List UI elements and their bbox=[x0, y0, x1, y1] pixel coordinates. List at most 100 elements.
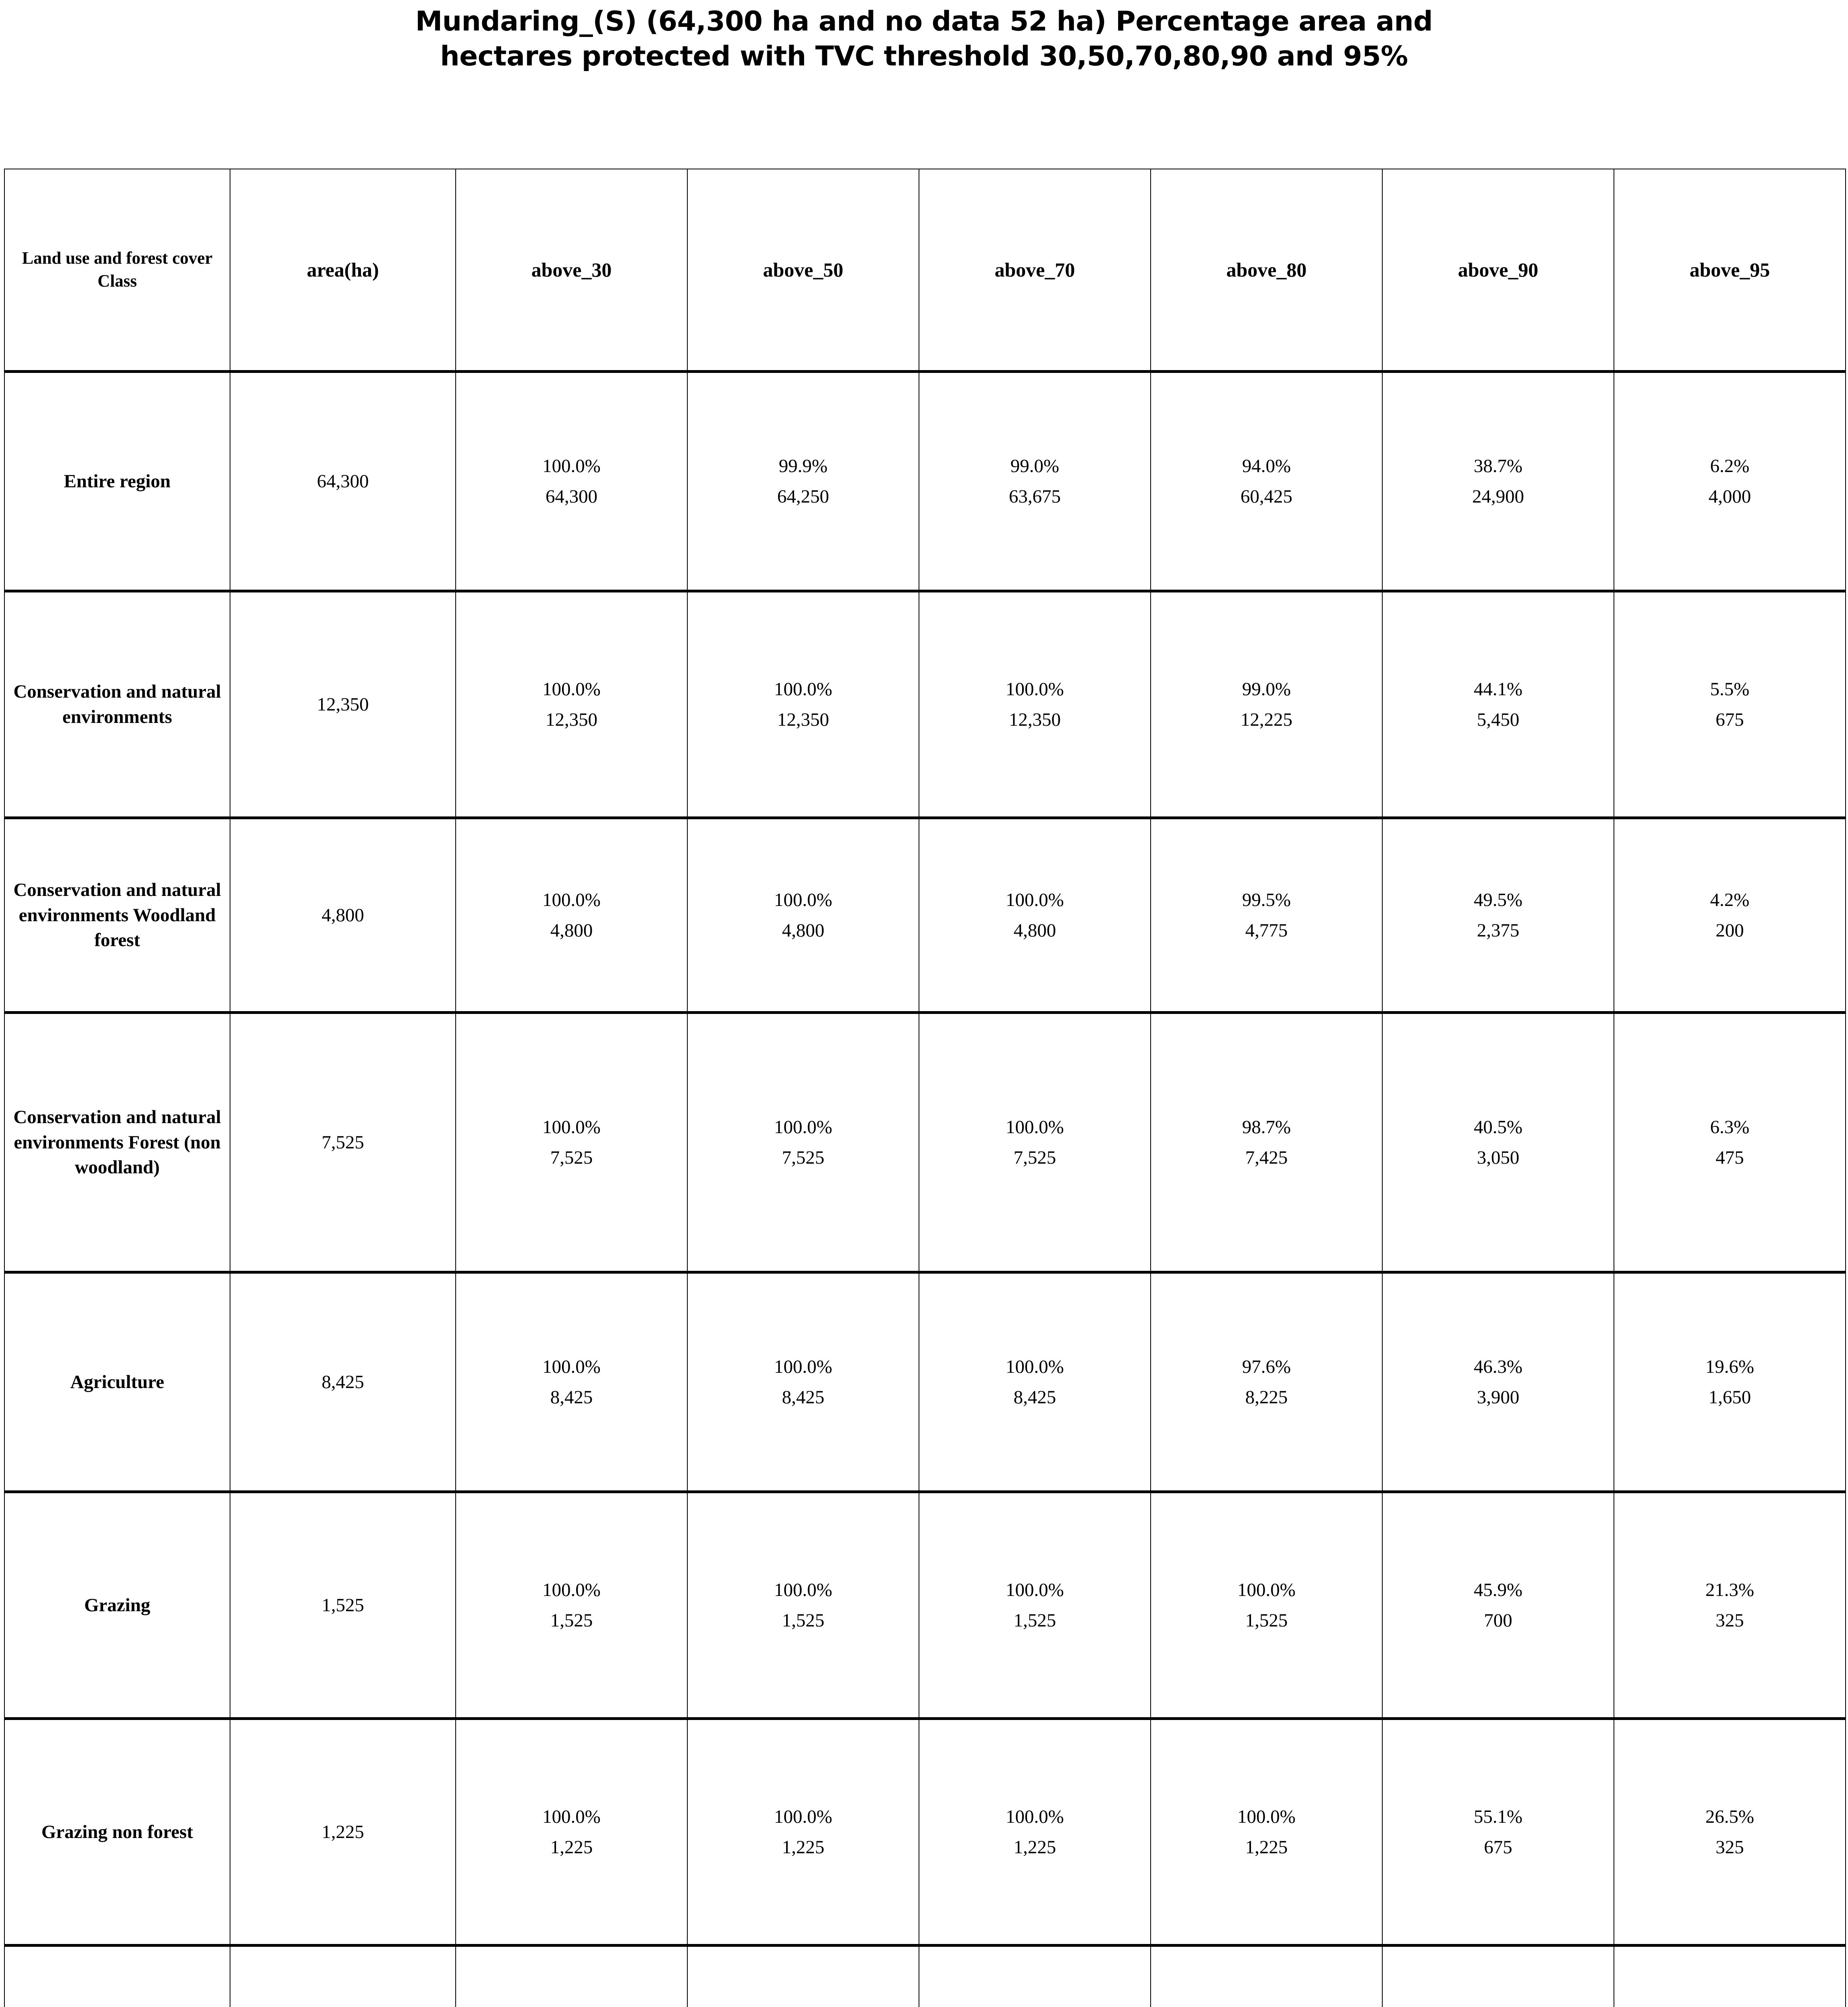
cell-above-95: 5.5% 675 bbox=[1614, 590, 1846, 819]
row-label: Conservation and natural environments bbox=[4, 590, 230, 819]
cell-above-95: 4.2% 200 bbox=[1614, 817, 1846, 1014]
cell-above-80: 94.0% 60,425 bbox=[1150, 371, 1383, 592]
cell-area: 4,800 bbox=[230, 817, 456, 1014]
cell-percent: 99.5% bbox=[1242, 889, 1291, 910]
report-table-container: Land use and forest cover Class area(ha)… bbox=[4, 169, 1846, 2007]
cell-above-90: 49.5% 2,375 bbox=[1382, 817, 1614, 1014]
row-label: Entire region bbox=[4, 371, 230, 592]
cell-hectares: 63,675 bbox=[1009, 486, 1061, 507]
cell-above-50: 100.0% 7,525 bbox=[687, 1012, 919, 1274]
cell-above-90: 45.9% 700 bbox=[1382, 1491, 1614, 1720]
cell-above-95: 6.2% 4,000 bbox=[1614, 371, 1846, 592]
cell-percent: 26.5% bbox=[1705, 1806, 1754, 1827]
table-row: Conservation and natural environments 12… bbox=[4, 590, 1846, 819]
cell-hectares: 4,800 bbox=[550, 920, 593, 941]
cell-percent: 100.0% bbox=[542, 889, 601, 910]
cell-hectares: 5,450 bbox=[1477, 709, 1520, 730]
table-body: Entire region 64,300 100.0% 64,300 99.9%… bbox=[4, 371, 1846, 2007]
cell-percent: 100.0% bbox=[1237, 1579, 1296, 1600]
title-line-1: Mundaring_(S) (64,300 ha and no data 52 … bbox=[415, 6, 1433, 37]
cell-hectares: 12,350 bbox=[545, 709, 598, 730]
cell-percent: 4.2% bbox=[1710, 889, 1750, 910]
column-header-class: Land use and forest cover Class bbox=[4, 169, 230, 373]
cell-percent: 100.0% bbox=[1237, 1806, 1296, 1827]
cell-above-70: 100.0% 1,525 bbox=[919, 1491, 1151, 1720]
cell-percent: 100.0% bbox=[1006, 889, 1064, 910]
cell-percent: 100.0% bbox=[542, 1116, 601, 1138]
cell-percent: 100.0% bbox=[542, 678, 601, 700]
cell-area: 64,300 bbox=[230, 371, 456, 592]
cell-hectares: 8,425 bbox=[1013, 1387, 1056, 1408]
row-label: Grazing non forest bbox=[4, 1718, 230, 1947]
column-header-above-80: above_80 bbox=[1150, 169, 1383, 373]
cell-above-90: 46.4% 3,200 bbox=[1382, 1945, 1614, 2007]
cell-above-30: 100.0% 12,350 bbox=[455, 590, 688, 819]
column-header-above-70-label: above_70 bbox=[994, 259, 1075, 281]
cell-percent: 46.3% bbox=[1473, 1356, 1523, 1377]
cell-above-80: 100.0% 1,525 bbox=[1150, 1491, 1383, 1720]
cell-above-80: 98.7% 7,425 bbox=[1150, 1012, 1383, 1274]
cell-hectares: 7,525 bbox=[782, 1147, 825, 1168]
table-row: Grazing non forest 1,225 100.0% 1,225 10… bbox=[4, 1718, 1846, 1947]
table-row: Conservation and natural environments Wo… bbox=[4, 817, 1846, 1014]
cell-percent: 100.0% bbox=[774, 678, 832, 700]
column-header-area-label: area(ha) bbox=[307, 259, 379, 281]
cell-area: 7,525 bbox=[230, 1012, 456, 1274]
cell-above-30: 100.0% 6,900 bbox=[455, 1945, 688, 2007]
cell-above-70: 99.0% 63,675 bbox=[919, 371, 1151, 592]
cell-area: 8,425 bbox=[230, 1272, 456, 1493]
cell-percent: 6.3% bbox=[1710, 1116, 1750, 1138]
table-row: Cropping 6,900 100.0% 6,900 100.0% 6,900… bbox=[4, 1945, 1846, 2007]
cell-above-90: 55.1% 675 bbox=[1382, 1718, 1614, 1947]
cell-above-70: 100.0% 7,525 bbox=[919, 1012, 1151, 1274]
cell-percent: 100.0% bbox=[774, 1579, 832, 1600]
cell-percent: 100.0% bbox=[1006, 678, 1064, 700]
cell-hectares: 675 bbox=[1484, 1837, 1512, 1858]
cell-hectares: 475 bbox=[1716, 1147, 1744, 1168]
cell-above-80: 99.5% 4,775 bbox=[1150, 817, 1383, 1014]
cell-above-30: 100.0% 64,300 bbox=[455, 371, 688, 592]
cell-above-70: 100.0% 12,350 bbox=[919, 590, 1151, 819]
cell-above-95: 26.5% 325 bbox=[1614, 1718, 1846, 1947]
row-label: Cropping bbox=[4, 1945, 230, 2007]
cell-area: 1,225 bbox=[230, 1718, 456, 1947]
cell-hectares: 3,900 bbox=[1477, 1387, 1520, 1408]
cell-hectares: 1,525 bbox=[1245, 1610, 1288, 1631]
cell-percent: 100.0% bbox=[542, 455, 601, 476]
cell-hectares: 4,800 bbox=[782, 920, 825, 941]
cell-percent: 100.0% bbox=[1006, 1116, 1064, 1138]
cell-above-70: 100.0% 6,900 bbox=[919, 1945, 1151, 2007]
cell-hectares: 3,050 bbox=[1477, 1147, 1520, 1168]
cell-percent: 100.0% bbox=[774, 889, 832, 910]
cell-percent: 100.0% bbox=[1006, 1806, 1064, 1827]
cell-hectares: 2,375 bbox=[1477, 920, 1520, 941]
column-header-above-95-label: above_95 bbox=[1689, 259, 1770, 281]
column-header-above-95: above_95 bbox=[1614, 169, 1846, 373]
cell-hectares: 1,225 bbox=[550, 1837, 593, 1858]
cell-percent: 98.7% bbox=[1242, 1116, 1291, 1138]
table-row: Grazing 1,525 100.0% 1,525 100.0% 1,525 … bbox=[4, 1491, 1846, 1720]
cell-hectares: 7,525 bbox=[550, 1147, 593, 1168]
protection-summary-table: Land use and forest cover Class area(ha)… bbox=[4, 169, 1846, 2007]
cell-above-50: 100.0% 1,225 bbox=[687, 1718, 919, 1947]
cell-hectares: 1,225 bbox=[782, 1837, 825, 1858]
cell-hectares: 700 bbox=[1484, 1610, 1512, 1631]
column-header-above-50: above_50 bbox=[687, 169, 919, 373]
column-header-above-90-label: above_90 bbox=[1458, 259, 1538, 281]
cell-percent: 99.0% bbox=[1242, 678, 1291, 700]
cell-above-95: 19.6% 1,650 bbox=[1614, 1272, 1846, 1493]
row-label: Agriculture bbox=[4, 1272, 230, 1493]
cell-above-80: 97.1% 6,700 bbox=[1150, 1945, 1383, 2007]
cell-hectares: 1,225 bbox=[1245, 1837, 1288, 1858]
cell-hectares: 325 bbox=[1716, 1837, 1744, 1858]
table-header-row: Land use and forest cover Class area(ha)… bbox=[4, 169, 1846, 373]
column-header-above-30: above_30 bbox=[455, 169, 688, 373]
row-label: Conservation and natural environments Fo… bbox=[4, 1012, 230, 1274]
cell-percent: 21.3% bbox=[1705, 1579, 1754, 1600]
column-header-area: area(ha) bbox=[230, 169, 456, 373]
cell-percent: 19.6% bbox=[1705, 1356, 1754, 1377]
column-header-above-30-label: above_30 bbox=[531, 259, 612, 281]
column-header-above-70: above_70 bbox=[919, 169, 1151, 373]
cell-above-50: 100.0% 12,350 bbox=[687, 590, 919, 819]
row-label: Conservation and natural environments Wo… bbox=[4, 817, 230, 1014]
